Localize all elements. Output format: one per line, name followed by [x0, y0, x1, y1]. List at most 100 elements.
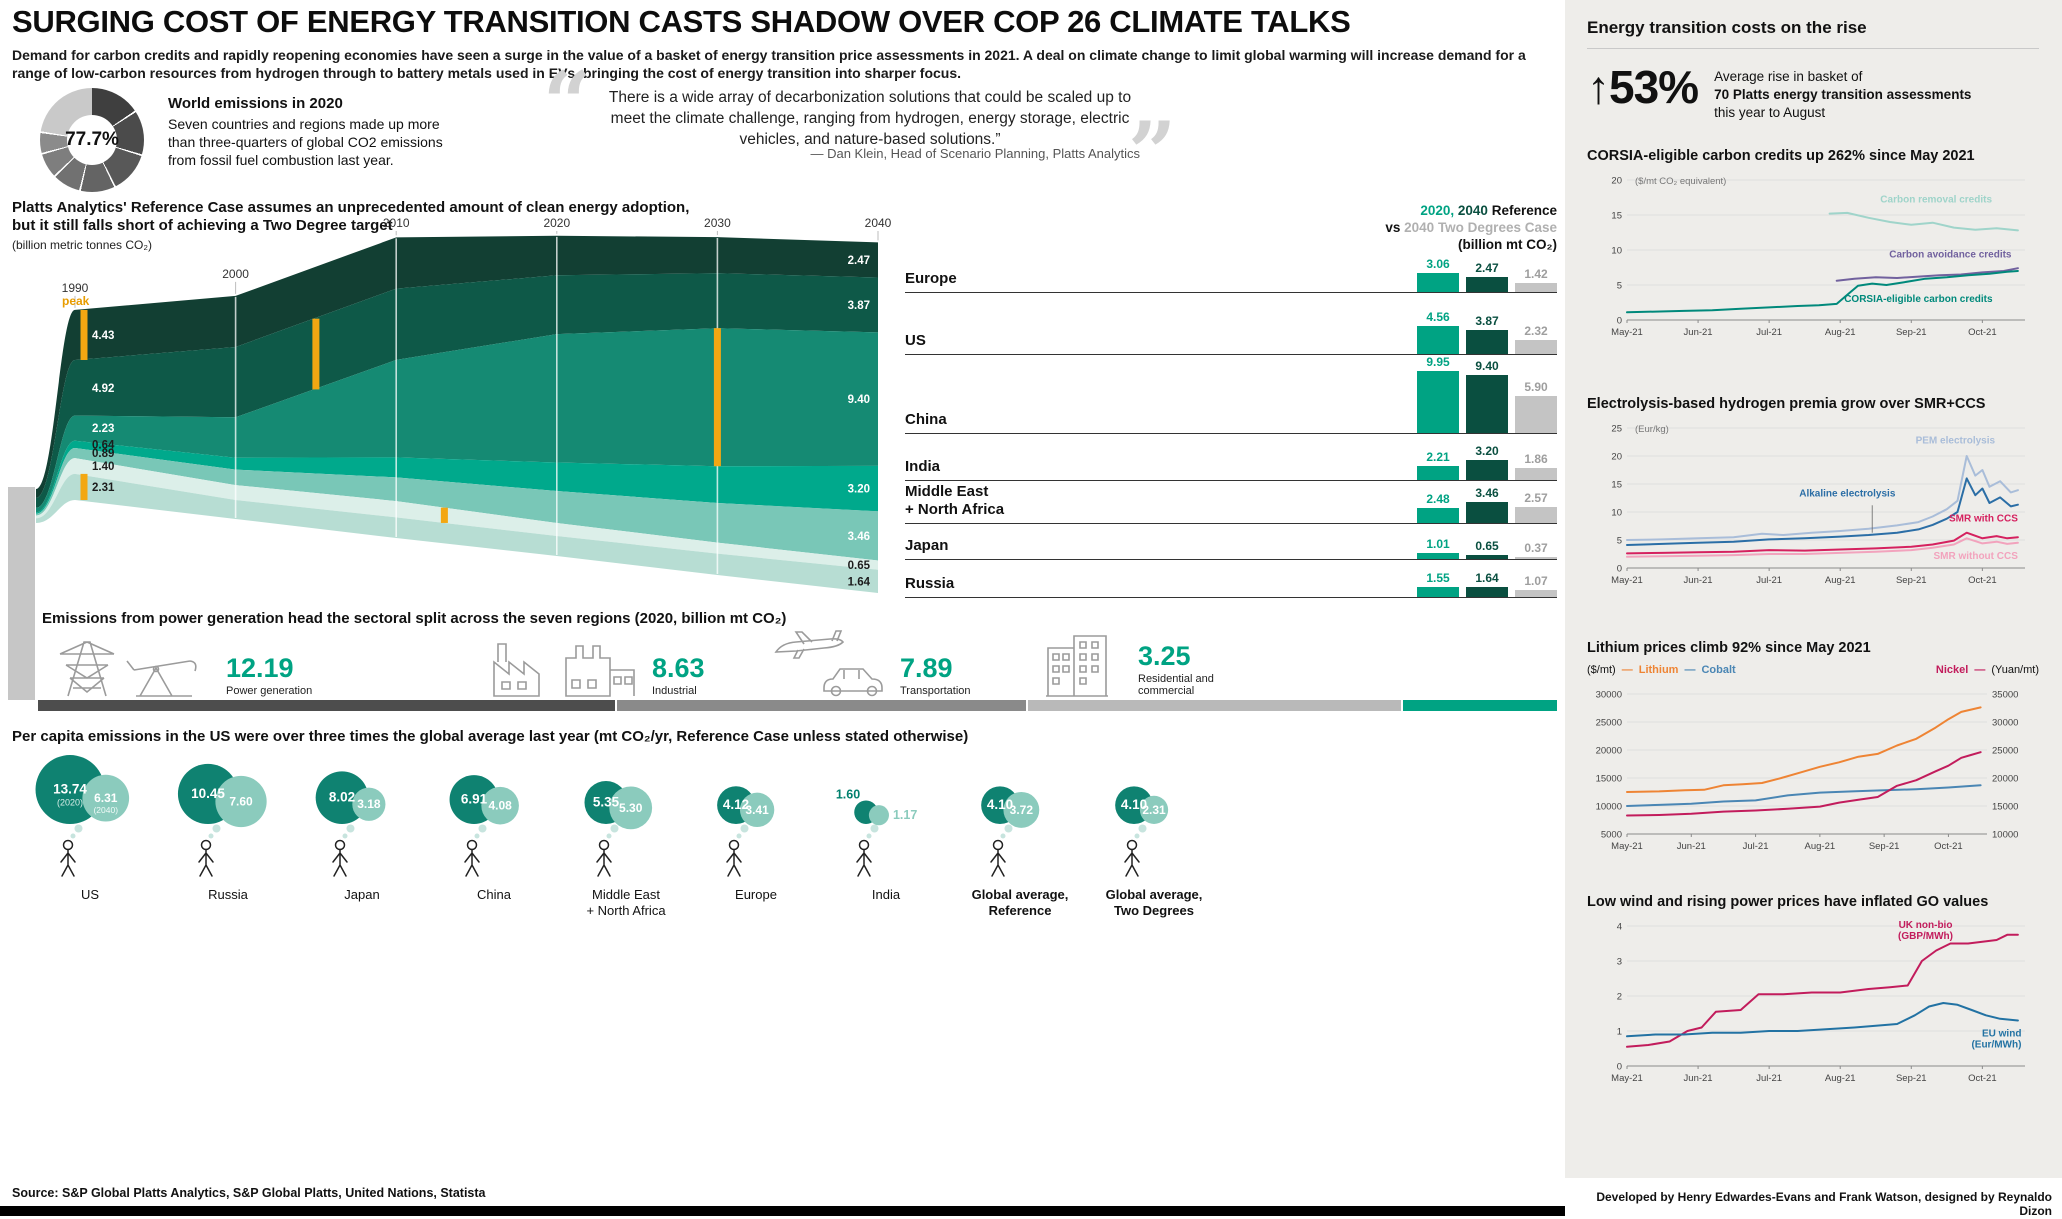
thought-bubble-icon: [870, 824, 879, 833]
peak-marker: [440, 507, 448, 523]
y-tick: 0: [1617, 316, 1622, 327]
per-capita-item: 13.74 (2020) 6.31 (2040) US: [10, 748, 170, 903]
line-chart: 5000 10000 10000 15000 15000 20000 20000 25000 2…: [1596, 690, 2019, 853]
stream-value-2040: 3.20: [848, 484, 870, 496]
person-icon: [466, 839, 478, 851]
month-label: May-21: [1611, 1073, 1643, 1084]
up-arrow-icon: ↑: [1587, 61, 1610, 113]
month-label: Sep-21: [1896, 327, 1927, 338]
bar-v2040: [1466, 374, 1508, 433]
bar-value-v2040: 3.87: [1475, 314, 1499, 328]
region-row-label: US: [905, 332, 926, 349]
month-label: Jun-21: [1684, 575, 1713, 586]
peak-marker: [80, 309, 88, 360]
sector-value: 8.63: [652, 653, 705, 684]
thought-bubble-icon: [70, 833, 76, 839]
stream-value-1990: 1.40: [92, 461, 114, 473]
y-tick-right: 35000: [1992, 690, 2018, 701]
y-tick: 4: [1617, 922, 1622, 933]
bar-value-v2040: 3.46: [1475, 485, 1499, 500]
series-label: Alkaline electrolysis: [1799, 488, 1896, 499]
bar-value-two_deg: 1.07: [1524, 574, 1548, 589]
series-nickel: [1626, 751, 1982, 817]
per-capita-label: Global average, Reference: [971, 887, 1069, 918]
sector-power: 12.19 Power generation: [42, 628, 312, 698]
transmission-tower-icon: [59, 641, 115, 697]
lithium-line-swatch: —: [1621, 664, 1633, 676]
y-tick: 20: [1611, 176, 1622, 187]
person-icon: [198, 848, 214, 877]
month-label: Jun-21: [1684, 1073, 1713, 1084]
y-tick-right: 30000: [1992, 718, 2018, 729]
sector-bar-segment: [1403, 700, 1557, 711]
per-capita-label: China: [477, 887, 511, 902]
bar-two_deg: [1515, 396, 1557, 433]
sector-value: 3.25: [1138, 640, 1191, 671]
sector-stacked-bar: [38, 700, 1557, 711]
y-tick: 20000: [1596, 746, 1622, 757]
chart-title-hydrogen: Electrolysis-based hydrogen premia grow …: [1587, 396, 1986, 412]
line-chart: 0 1 2 3 4 May-21 Jun-21 Jul-21 Aug-21 Sep-21 Oct-2…: [1611, 920, 2025, 1084]
y-tick: 15: [1611, 480, 1622, 491]
peak-marker: [80, 473, 88, 500]
sector-section-title: Emissions from power generation head the…: [42, 610, 787, 627]
year-label: 2010: [383, 216, 410, 230]
world-emissions-donut-chart: 77.7%: [40, 88, 144, 192]
region-row-baseline: [905, 597, 1557, 598]
bar-v2040: [1466, 330, 1508, 354]
per-capita-item: 1.60 1.17 India: [806, 748, 966, 903]
month-label: Aug-21: [1825, 1073, 1856, 1084]
chart-title-corsia: CORSIA-eligible carbon credits up 262% s…: [1587, 148, 1975, 164]
y-tick: 15000: [1596, 774, 1622, 785]
person-icon: [726, 848, 742, 877]
bar-value-two_deg: 1.42: [1524, 267, 1548, 282]
y-tick: 10: [1611, 508, 1622, 519]
bar-two_deg: [1515, 507, 1557, 523]
y-tick: 25: [1611, 424, 1622, 435]
region-row-label: Middle East + North Africa: [905, 483, 1005, 518]
chimney: [8, 487, 35, 700]
world-emissions-title: World emissions in 2020: [168, 95, 343, 112]
bar-value-v2040: 9.40: [1475, 358, 1499, 373]
value-2040: 5.30: [619, 801, 643, 815]
month-label: Aug-21: [1825, 575, 1856, 586]
month-label: Jun-21: [1677, 841, 1706, 852]
world-emissions-body: Seven countries and regions made up more…: [168, 115, 443, 168]
y-tick-right: 15000: [1992, 802, 2018, 813]
region-row-label: Japan: [905, 537, 949, 554]
bar-value-v2020: 1.55: [1426, 571, 1450, 586]
bubble-2040: [82, 774, 130, 822]
transportation-icon: [774, 630, 883, 697]
per-capita-label: Europe: [735, 887, 777, 902]
year-label: 2020: [543, 216, 570, 230]
year-label: 2000: [222, 267, 249, 281]
value-2040: 3.72: [1010, 803, 1034, 817]
month-label: Sep-21: [1896, 1073, 1927, 1084]
lithium-chart-legend: ($/mt) — Lithium — Cobalt Nickel — (Yuan/mt…: [1587, 664, 2039, 676]
series-label: EU wind: [1982, 1028, 2021, 1039]
stream-chart-title: Platts Analytics' Reference Case assumes…: [12, 199, 690, 234]
thought-bubble-icon: [606, 833, 612, 839]
value-2040: 4.08: [488, 799, 512, 813]
person-icon: [858, 839, 870, 851]
per-capita-label: Middle East + North Africa: [586, 887, 666, 918]
year-label: 2040: [865, 216, 892, 230]
bar-value-v2040: 1.64: [1475, 570, 1499, 585]
value-2020: 13.74: [53, 782, 87, 797]
series-label: CORSIA-eligible carbon credits: [1844, 294, 1993, 305]
y-tick-right: 20000: [1992, 774, 2018, 785]
stream-bands: [36, 235, 878, 593]
sector-bar-segment: [1027, 700, 1402, 711]
thought-bubble-icon: [346, 824, 355, 833]
bar-v2040: [1466, 586, 1508, 597]
stream-band-europe: [36, 235, 878, 499]
peak-marker: [312, 318, 320, 390]
bar-value-two_deg: 2.57: [1524, 491, 1548, 506]
stream-value-2040: 9.40: [848, 394, 870, 406]
thought-bubble-icon: [342, 833, 348, 839]
value-2040: 6.31: [94, 791, 118, 805]
month-label: Jul-21: [1743, 841, 1769, 852]
y-tick: 5: [1617, 536, 1622, 547]
bar-value-v2020: 2.48: [1426, 491, 1450, 506]
